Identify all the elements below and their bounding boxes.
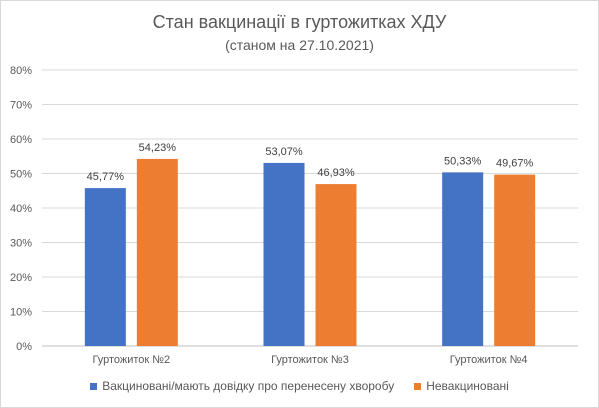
y-tick-label: 0% xyxy=(16,341,32,353)
y-tick-label: 30% xyxy=(10,238,32,250)
data-label: 45,77% xyxy=(87,171,125,183)
chart-title: Стан вакцинації в гуртожитках ХДУ xyxy=(152,12,447,32)
y-tick-label: 80% xyxy=(10,65,32,77)
bar-unvaccinated xyxy=(136,158,178,346)
legend-item-vaccinated: Вакциновані/мають довідку про перенесену… xyxy=(90,379,394,393)
legend-swatch-unvaccinated xyxy=(414,382,422,390)
bar-vaccinated xyxy=(84,188,126,346)
data-label: 50,33% xyxy=(444,155,482,167)
y-tick-label: 10% xyxy=(10,307,32,319)
y-tick-label: 50% xyxy=(10,169,32,181)
bar-vaccinated xyxy=(442,172,484,346)
y-tick-label: 60% xyxy=(10,134,32,146)
y-tick-label: 20% xyxy=(10,272,32,284)
data-label: 53,07% xyxy=(265,146,303,158)
x-tick-label: Гуртожиток №2 xyxy=(92,354,170,366)
bar-vaccinated xyxy=(263,162,305,346)
data-label: 54,23% xyxy=(139,142,177,154)
legend-label-vaccinated: Вакциновані/мають довідку про перенесену… xyxy=(102,379,395,393)
x-tick-label: Гуртожиток №3 xyxy=(271,354,349,366)
y-tick-label: 70% xyxy=(10,100,32,112)
x-tick-label: Гуртожиток №4 xyxy=(450,354,528,366)
bar-unvaccinated xyxy=(494,174,536,346)
legend-item-unvaccinated: Невакциновані xyxy=(414,379,509,393)
data-label: 49,67% xyxy=(496,158,534,170)
y-tick-label: 40% xyxy=(10,203,32,215)
chart-subtitle: (станом на 27.10.2021) xyxy=(225,37,374,53)
bar-unvaccinated xyxy=(315,184,357,346)
legend-label-unvaccinated: Невакциновані xyxy=(426,379,509,393)
legend: Вакциновані/мають довідку про перенесену… xyxy=(0,379,599,393)
data-label: 46,93% xyxy=(317,167,355,179)
legend-swatch-vaccinated xyxy=(90,382,98,390)
